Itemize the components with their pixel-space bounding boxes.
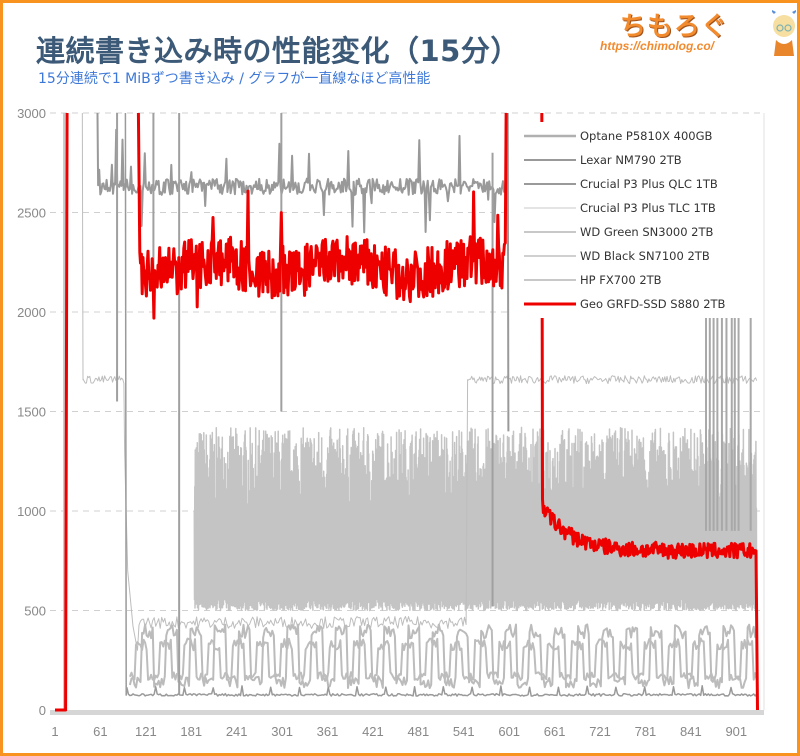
x-tick-label: 481: [408, 724, 430, 739]
x-tick-label: 661: [544, 724, 566, 739]
legend-label: Crucial P3 Plus QLC 1TB: [580, 177, 718, 191]
y-tick-label: 0: [39, 703, 46, 718]
mascot-icon: [772, 10, 796, 56]
x-tick-label: 181: [180, 724, 202, 739]
legend-background: [512, 122, 762, 318]
logo-url[interactable]: https://chimolog.co/: [600, 39, 714, 53]
legend-label: Optane P5810X 400GB: [580, 129, 713, 143]
x-tick-label: 121: [135, 724, 157, 739]
y-tick-label: 2000: [17, 305, 46, 320]
y-tick-label: 1500: [17, 405, 46, 420]
legend-label: WD Black SN7100 2TB: [580, 249, 710, 263]
legend-label: WD Green SN3000 2TB: [580, 225, 714, 239]
x-tick-label: 601: [498, 724, 520, 739]
x-tick-label: 361: [317, 724, 339, 739]
legend-label: Crucial P3 Plus TLC 1TB: [580, 201, 716, 215]
y-tick-label: 500: [24, 604, 46, 619]
axis-labels: 0 500 1000 1500 2000 2500 3000 1 61 121 181 241 301 3…: [17, 106, 747, 739]
series-hp-fx700: [128, 637, 758, 682]
x-axis-band: [50, 710, 764, 715]
x-tick-label: 421: [362, 724, 384, 739]
x-tick-label: 721: [589, 724, 611, 739]
legend-label: Lexar NM790 2TB: [580, 153, 682, 167]
x-tick-label: 61: [93, 724, 107, 739]
site-logo[interactable]: ちもろぐ https://chimolog.co/: [600, 4, 796, 56]
series-geo-grfd-ssd-s880: [55, 113, 759, 712]
y-tick-label: 3000: [17, 106, 46, 121]
chart-subtitle: 15分連続で1 MiBずつ書き込み / グラフが一直線なほど高性能: [38, 71, 431, 87]
y-tick-label: 1000: [17, 504, 46, 519]
series-lexar-nm790: [96, 113, 510, 432]
logo-text: ちもろぐ: [620, 12, 729, 42]
x-tick-label: 541: [453, 724, 475, 739]
y-tick-label: 2500: [17, 206, 46, 221]
series-wd-green-sn3000: [128, 623, 758, 690]
x-tick-label: 901: [725, 724, 747, 739]
x-tick-label: 241: [226, 724, 248, 739]
legend-label: HP FX700 2TB: [580, 273, 662, 287]
x-tick-label: 781: [635, 724, 657, 739]
legend-label: Geo GRFD-SSD S880 2TB: [580, 297, 726, 311]
chart-title: 連続書き込み時の性能変化（15分）: [36, 34, 520, 68]
x-tick-label: 1: [51, 724, 58, 739]
series-wd-black-sn7100: [193, 426, 758, 612]
series-crucial-p3-plus-qlc: [124, 113, 758, 697]
x-tick-label: 841: [680, 724, 702, 739]
series-crucial-p3-plus-tlc: [81, 113, 758, 651]
x-tick-label: 301: [271, 724, 293, 739]
chart-legend: Optane P5810X 400GB Lexar NM790 2TB Crucia…: [512, 122, 762, 318]
